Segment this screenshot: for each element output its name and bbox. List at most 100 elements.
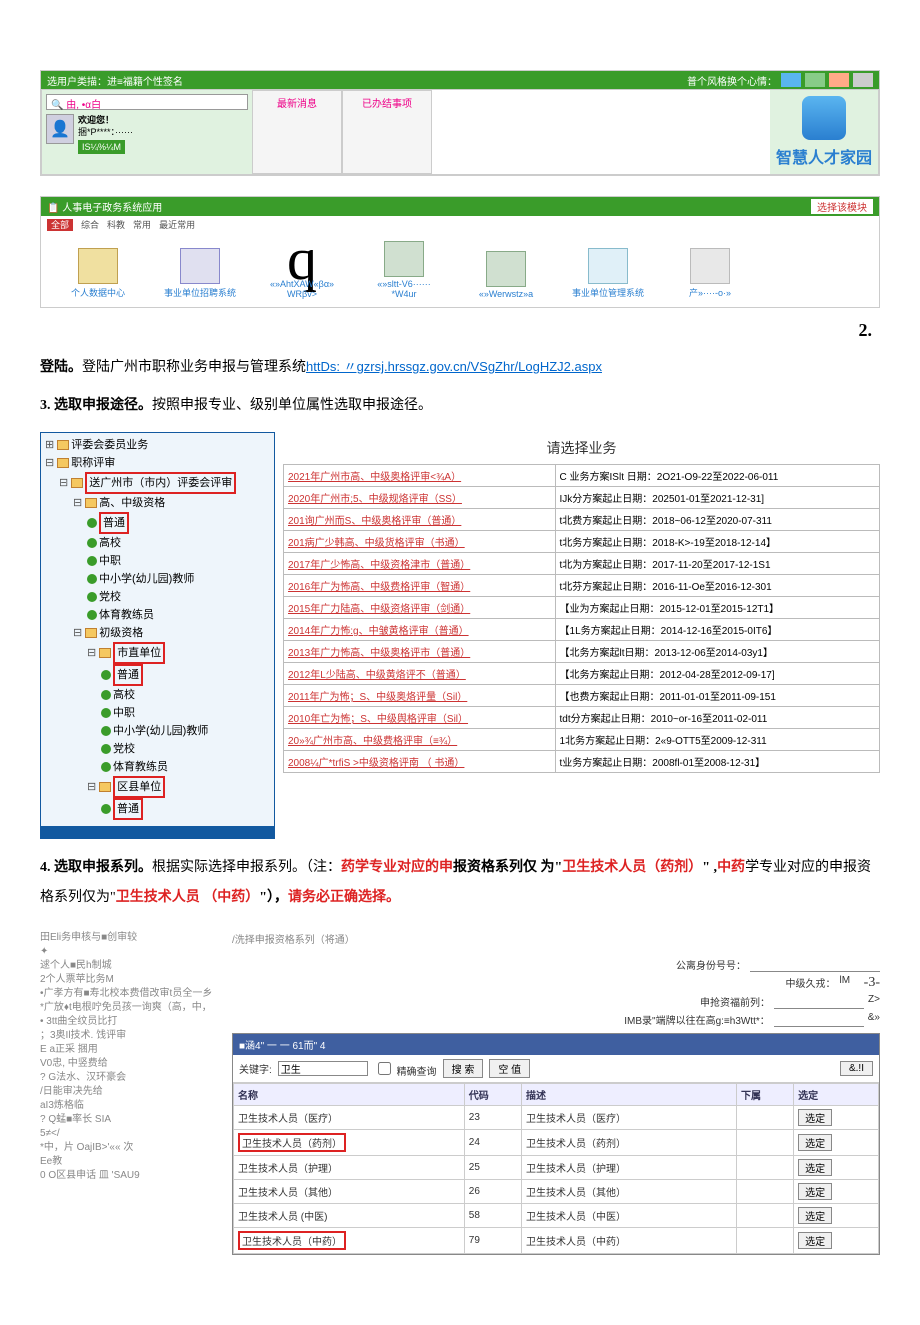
biz-date: 【也费方案起止日期：2011-01-01至2011-09-151 [555,685,879,707]
module-item[interactable]: 事业单位招聘系统 [155,248,245,299]
tree-node[interactable]: 市直单位 [43,642,272,664]
select-button[interactable]: 选定 [798,1159,832,1176]
biz-link[interactable]: 2010年亡为怖；S、中级舆格评审（Sil） [284,707,556,729]
theme-thumb-2[interactable] [805,73,825,87]
tab-done-items[interactable]: 已办结事项 [342,90,432,174]
tree-node[interactable]: 送广州市（市内）评委会评审 [43,472,272,494]
tree-node[interactable]: 普通 [43,664,272,686]
tree-node[interactable]: 高、中级资格 [43,494,272,512]
table-row: 2014年广力怖:g、中皱黄格评审（普通）【1L务方案起止日期：2014-12-… [284,619,880,641]
cell-desc: 卫生技术人员（其他） [521,1180,736,1204]
biz-link[interactable]: 2013年广力怖高、中级奥格评市（普通） [284,641,556,663]
cell-code: 26 [464,1180,521,1204]
right-button[interactable]: &.!I [840,1061,873,1076]
cell-name: 卫生技术人员（护理） [234,1156,465,1180]
module-item[interactable]: «»sltt-V6······*W4ur [359,241,449,299]
select-button[interactable]: 选定 [798,1134,832,1151]
biz-link[interactable]: 2011年广为怖；S、中级奥烙评量（Sil） [284,685,556,707]
search-button[interactable]: 搜 索 [443,1059,484,1078]
tab-latest-news[interactable]: 最新消息 [252,90,342,174]
select-button[interactable]: 选定 [798,1183,832,1200]
tree-node[interactable]: 中职 [43,552,272,570]
tree-panel: 评委会委员业务职称评审送广州市（市内）评委会评审高、中级资格普通高校中职中小学(… [40,432,275,827]
biz-date: 【北务方案起止日期：2012-04-28至2012-09-17] [555,663,879,685]
series-btn[interactable]: Z> [868,994,880,1009]
tree-node[interactable]: 普通 [43,512,272,534]
tree-node[interactable]: 体育教练员 [43,758,272,776]
tree-node[interactable]: 高校 [43,686,272,704]
select-button[interactable]: 选定 [798,1232,832,1249]
step4-b2: 报资格系列仅 为" [453,860,562,875]
form-label-id: 公离身份号号： [626,957,746,972]
cell-sub [736,1228,793,1254]
module-item-label: 事业单位管理系统 [563,286,653,299]
lookup-grid: 名称代码描述下属选定卫生技术人员（医疗）23卫生技术人员（医疗）选定卫生技术人员… [233,1083,879,1254]
spec-btn[interactable]: &» [868,1012,880,1027]
precise-checkbox[interactable]: 精确查询 [374,1059,437,1078]
biz-link[interactable]: 2014年广力怖:g、中皱黄格评审（普通） [284,619,556,641]
biz-link[interactable]: 201病广少韩高、中级货格评审（书通） [284,531,556,553]
tree-scrollbar[interactable] [40,827,275,839]
grid-header: 下属 [736,1084,793,1106]
tree-node[interactable]: 党校 [43,740,272,758]
biz-link[interactable]: 2012年L少陆高、中级黄烙评不（普通） [284,663,556,685]
tree-node[interactable]: 评委会委员业务 [43,436,272,454]
biz-link[interactable]: 2020年广州市;5、中级规烙评审（SS） [284,487,556,509]
tree-node[interactable]: 职称评审 [43,454,272,472]
biz-date: C 业务方案ISlt 日期：2O21-O9-22至2022-06-011 [555,465,879,487]
table-row: 2017年广少怖高、中级资格津市（普通）t北为方案起止日期：2017-11-20… [284,553,880,575]
search-input[interactable]: 🔍 由, •α白 [46,94,248,110]
status-badge: IS¼%¼M [78,140,125,154]
tree-node[interactable]: 中小学(幼儿园)教师 [43,570,272,588]
tree-node[interactable]: 高校 [43,534,272,552]
biz-link[interactable]: 2008¼广*trfiS >中级资格评南 （ 书通） [284,751,556,773]
tree-node[interactable]: 中职 [43,704,272,722]
module-item[interactable]: 产»····-o·» [665,248,755,299]
select-button[interactable]: 选定 [798,1207,832,1224]
table-row: 2011年广为怖；S、中级奥烙评量（Sil）【也费方案起止日期：2011-01-… [284,685,880,707]
biz-link[interactable]: 2017年广少怖高、中级资格津市（普通） [284,553,556,575]
tree-node[interactable]: 体育教练员 [43,606,272,624]
subtab[interactable]: 全部 [47,219,73,231]
theme-thumb-4[interactable] [853,73,873,87]
subtab[interactable]: 科教 [107,220,125,230]
tree-node[interactable]: 党校 [43,588,272,606]
module-item[interactable]: 事业单位管理系统 [563,248,653,299]
login-url[interactable]: httDs: 〃gzrsj.hrssgz.gov.cn/VSgZhr/LogHZ… [306,359,602,374]
tree-node[interactable]: 初级资格 [43,624,272,642]
step4-b4: "）， [259,890,288,905]
table-row: 2016年广为怖高、中级费格评审（智通）t北芬方案起止日期：2016-11-Oe… [284,575,880,597]
biz-link[interactable]: 20»¾广州市高、中级费格评审（≡¾） [284,729,556,751]
tree-node[interactable]: 普通 [43,798,272,820]
input-spec[interactable] [774,1012,864,1027]
module-item[interactable]: 个人数据中心 [53,248,143,299]
theme-thumb-3[interactable] [829,73,849,87]
biz-link[interactable]: 201询广州而S、中级奥格评审（普通） [284,509,556,531]
cell-select: 选定 [794,1228,879,1254]
subtab[interactable]: 综合 [81,220,99,230]
biz-link[interactable]: 2016年广为怖高、中级费格评审（智通） [284,575,556,597]
biz-link[interactable]: 2015年广力陆高、中级资烙评审（剑通） [284,597,556,619]
left5-line: ✦ [40,945,220,959]
input-id[interactable] [750,957,880,972]
theme-thumb-1[interactable] [781,73,801,87]
cell-code: 25 [464,1156,521,1180]
grid-header: 名称 [234,1084,465,1106]
cell-name: 卫生技术人员（药剂） [234,1130,465,1156]
module-item-label: «»sltt-V6······*W4ur [359,279,449,299]
subtab[interactable]: 最近常用 [159,220,195,230]
tree-node[interactable]: 中小学(幼儿园)教师 [43,722,272,740]
blank-button[interactable]: 空 值 [489,1059,530,1078]
module-item[interactable]: «»Werwstz»a [461,251,551,299]
header-left-text: 选用户类描：进≡福籍个性签名 [47,73,183,88]
module-item[interactable]: q«»AhtXAW«βα»WRβv> [257,241,347,299]
select-button[interactable]: 选定 [798,1109,832,1126]
cell-select: 选定 [794,1130,879,1156]
biz-link[interactable]: 2021年广州市高、中级奥格评审<¾A） [284,465,556,487]
subtab[interactable]: 常用 [133,220,151,230]
kw-input[interactable] [278,1061,368,1076]
input-series[interactable] [774,994,864,1009]
left5-line: aI3炼格临 [40,1099,220,1113]
cell-name: 卫生技术人员（其他） [234,1180,465,1204]
tree-node[interactable]: 区县单位 [43,776,272,798]
